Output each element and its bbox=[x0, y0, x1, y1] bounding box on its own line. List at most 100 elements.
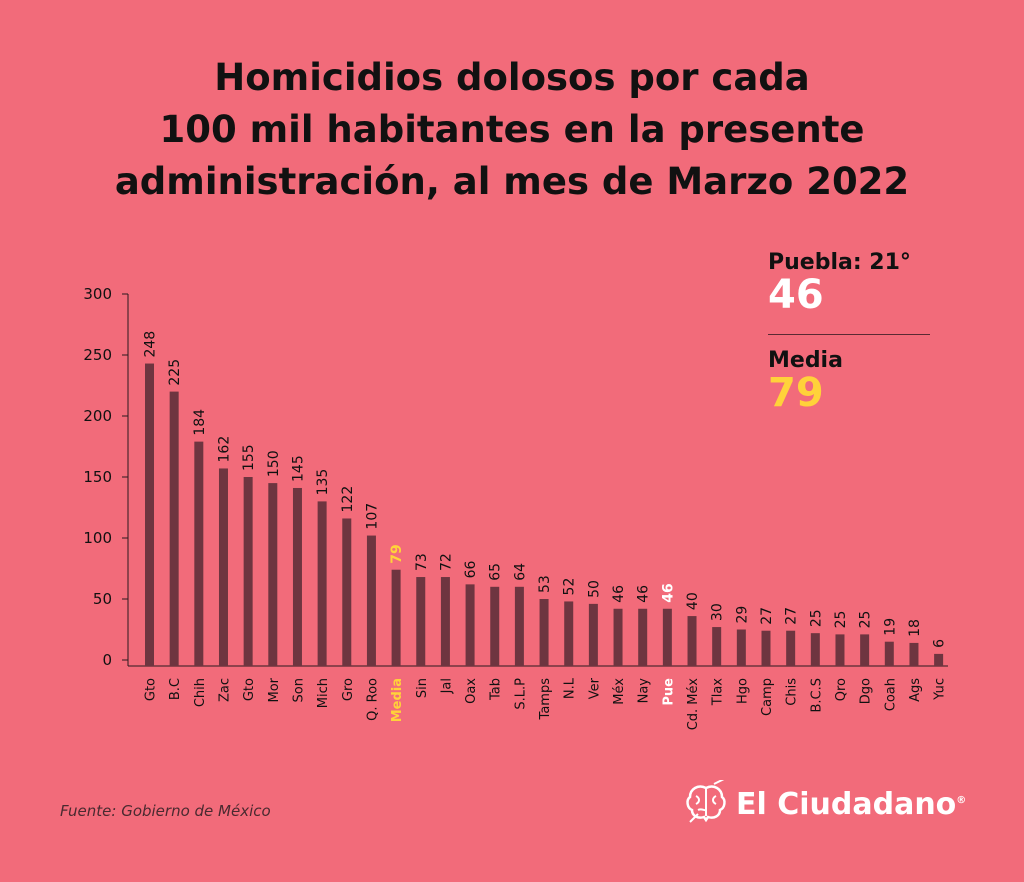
bar-31 bbox=[909, 642, 919, 666]
category-label-25: Camp bbox=[760, 678, 775, 716]
category-label-12: Jal bbox=[439, 678, 454, 694]
bar-16 bbox=[539, 599, 549, 666]
category-label-4: Gto bbox=[242, 678, 257, 701]
category-label-0: Gto bbox=[144, 678, 159, 701]
bar-26 bbox=[786, 630, 796, 666]
value-label-19: 46 bbox=[611, 585, 627, 603]
category-label-6: Son bbox=[291, 678, 306, 702]
bar-11 bbox=[416, 577, 426, 666]
bar-20 bbox=[638, 608, 648, 666]
value-label-26: 27 bbox=[784, 607, 800, 625]
category-label-5: Mor bbox=[267, 677, 282, 702]
value-label-30: 19 bbox=[882, 618, 898, 636]
y-tick-label-250: 250 bbox=[83, 346, 112, 364]
chart-title: Homicidios dolosos por cada 100 mil habi… bbox=[0, 52, 1024, 208]
category-label-29: Dgo bbox=[859, 678, 874, 704]
bar-7 bbox=[317, 501, 327, 666]
category-label-31: Ags bbox=[908, 678, 923, 702]
bar-2 bbox=[194, 441, 204, 666]
title-line-1: Homicidios dolosos por cada bbox=[214, 56, 810, 99]
y-tick-label-50: 50 bbox=[93, 590, 112, 608]
media-label: Media bbox=[768, 348, 843, 373]
bar-18 bbox=[588, 603, 598, 666]
category-label-11: Sin bbox=[415, 678, 430, 698]
bar-12 bbox=[440, 577, 450, 666]
value-label-13: 66 bbox=[463, 560, 479, 578]
bar-8 bbox=[342, 518, 352, 666]
category-label-13: Oax bbox=[464, 678, 479, 704]
value-label-1: 225 bbox=[167, 359, 183, 386]
bar-24 bbox=[736, 629, 746, 666]
bar-32 bbox=[934, 653, 944, 666]
bar-1 bbox=[169, 391, 179, 666]
value-label-21: 46 bbox=[660, 583, 676, 602]
value-label-28: 25 bbox=[833, 611, 849, 629]
value-label-31: 18 bbox=[907, 619, 923, 637]
category-label-18: Ver bbox=[587, 677, 602, 699]
bar-9 bbox=[366, 535, 376, 666]
brand-logo: El Ciudadano® bbox=[684, 780, 966, 828]
value-label-7: 135 bbox=[315, 469, 331, 496]
category-label-10: Media bbox=[390, 678, 405, 722]
category-label-28: Qro bbox=[834, 678, 849, 701]
brand-name: El Ciudadano® bbox=[736, 787, 966, 822]
bar-17 bbox=[564, 601, 574, 666]
value-label-29: 25 bbox=[858, 611, 874, 629]
bar-10 bbox=[391, 569, 401, 666]
category-label-23: Tlax bbox=[711, 678, 726, 707]
bar-29 bbox=[860, 634, 870, 666]
value-label-32: 6 bbox=[932, 639, 948, 648]
bar-22 bbox=[687, 616, 697, 666]
value-label-14: 65 bbox=[488, 563, 504, 581]
bar-19 bbox=[613, 608, 623, 666]
value-label-5: 150 bbox=[266, 450, 282, 477]
category-label-14: Tab bbox=[489, 678, 504, 701]
category-label-17: N.L bbox=[563, 677, 578, 699]
value-label-10: 79 bbox=[389, 544, 405, 563]
value-label-24: 29 bbox=[734, 606, 750, 624]
y-tick-label-100: 100 bbox=[83, 529, 112, 547]
y-tick-label-300: 300 bbox=[83, 285, 112, 303]
value-label-18: 50 bbox=[586, 580, 602, 598]
registered-mark: ® bbox=[956, 794, 967, 806]
category-label-15: S.L.P bbox=[513, 678, 528, 710]
media-box: Media 79 bbox=[768, 348, 843, 413]
value-label-27: 25 bbox=[808, 609, 824, 627]
value-label-22: 40 bbox=[685, 592, 701, 610]
value-label-3: 162 bbox=[216, 436, 232, 463]
value-label-17: 52 bbox=[562, 578, 578, 596]
y-tick-label-0: 0 bbox=[102, 651, 112, 669]
media-value: 79 bbox=[768, 370, 824, 416]
puebla-box: Puebla: 21° 46 bbox=[768, 250, 911, 315]
value-label-11: 73 bbox=[414, 553, 430, 571]
category-label-20: Nay bbox=[637, 678, 652, 704]
value-label-6: 145 bbox=[290, 455, 306, 482]
puebla-label: Puebla: 21° bbox=[768, 250, 911, 275]
category-label-30: Coah bbox=[883, 678, 898, 711]
title-line-3: administración, al mes de Marzo 2022 bbox=[114, 160, 910, 203]
bar-21 bbox=[662, 608, 672, 666]
puebla-value: 46 bbox=[768, 272, 824, 318]
bar-15 bbox=[514, 586, 524, 666]
category-label-3: Zac bbox=[217, 678, 232, 702]
brain-icon bbox=[686, 780, 726, 823]
value-label-9: 107 bbox=[364, 503, 380, 530]
value-label-8: 122 bbox=[340, 486, 356, 513]
category-label-2: Chih bbox=[193, 678, 208, 707]
brand-name-text: El Ciudadano bbox=[736, 786, 957, 822]
bar-23 bbox=[712, 627, 722, 666]
category-label-8: Gro bbox=[341, 678, 356, 701]
value-label-2: 184 bbox=[192, 409, 208, 436]
bar-3 bbox=[218, 468, 228, 666]
y-tick-label-150: 150 bbox=[83, 468, 112, 486]
bar-0 bbox=[145, 363, 154, 666]
category-label-26: Chis bbox=[785, 678, 800, 706]
category-label-27: B.C.S bbox=[809, 678, 824, 713]
value-label-20: 46 bbox=[636, 585, 652, 603]
bar-25 bbox=[761, 630, 771, 666]
value-label-12: 72 bbox=[438, 553, 454, 571]
bar-30 bbox=[884, 641, 894, 666]
category-label-24: Hgo bbox=[735, 678, 750, 704]
source-note: Fuente: Gobierno de México bbox=[60, 802, 271, 820]
